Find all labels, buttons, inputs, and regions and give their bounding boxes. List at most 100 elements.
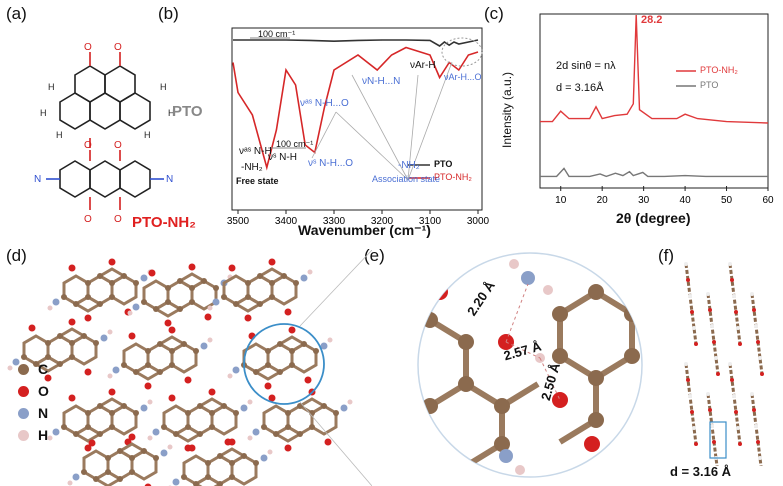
annot-v-nhn: νN-H...N (362, 76, 401, 87)
stack-atom (758, 356, 762, 360)
stack-3-1 (750, 393, 763, 466)
stack-0-1 (684, 363, 698, 445)
zoom-circle (243, 323, 325, 405)
ftir-series-0 (233, 39, 479, 47)
stack-1-0 (706, 293, 720, 375)
stack-atom (732, 394, 736, 398)
xrd-series-0 (540, 14, 769, 124)
stack-atom (694, 342, 698, 346)
annot-v-arho: νAr-H...O (444, 72, 482, 82)
stack-atom (736, 326, 740, 330)
atom-o-dot (18, 385, 29, 397)
panel-b-label: (b) (158, 4, 179, 23)
panel-a-label: (a) (6, 4, 27, 23)
stack-0-0 (684, 263, 698, 345)
atom-o-label: O (38, 383, 49, 399)
ftir-xtick-label-1: 3400 (275, 216, 298, 227)
stack-atom (756, 440, 760, 444)
stack-atom (734, 310, 738, 314)
stack-atom (754, 424, 758, 428)
ftir-xtick-label-5: 3000 (467, 216, 490, 227)
xrd-peak-label: 28.2 (641, 14, 663, 26)
stack-atom (752, 308, 756, 312)
pto-structure (59, 52, 151, 148)
stack-atom (692, 426, 696, 430)
xrd-xtick-label-4: 50 (721, 195, 733, 206)
svg-text:O: O (114, 140, 122, 151)
panel-f-label: (f) (658, 246, 675, 265)
stack-atom (732, 294, 736, 298)
svg-text:H: H (48, 82, 55, 92)
svg-text:H: H (160, 82, 167, 92)
annot-nh2-assoc: -NH₂ (398, 160, 420, 171)
svg-text:O: O (114, 214, 122, 225)
stack-atom (730, 378, 734, 382)
ftir-frame (231, 27, 483, 211)
stack-atom (690, 310, 694, 314)
stack-atom (686, 378, 690, 382)
atom-legend: C O N H (18, 358, 49, 446)
panel-e-zoom (417, 252, 643, 478)
stack-1-1 (706, 393, 719, 466)
stack-atom (736, 426, 740, 430)
annot-v-as-free: νᵃˢ N-H (239, 146, 272, 157)
stack-2-1 (728, 363, 742, 445)
svg-text:N: N (34, 174, 41, 185)
stack-atom (734, 410, 738, 414)
pto-nh2-structure (46, 150, 164, 210)
panel-d-label: (d) (6, 246, 27, 265)
scale-bar-bottom-label: 100 cm⁻¹ (276, 139, 314, 149)
annot-v-s-assoc: νˢ N-H...O (308, 158, 354, 169)
stack-atom (738, 342, 742, 346)
stacking-d-value: d = 3.16 Å (670, 464, 732, 479)
svg-text:O: O (84, 214, 92, 225)
stack-2-0 (728, 263, 742, 345)
stack-atom (684, 262, 688, 266)
pto-nh2-label: PTO-NH₂ (132, 214, 196, 231)
xrd-xtick-label-1: 20 (597, 195, 609, 206)
arh-circle (441, 37, 483, 67)
atom-n-dot (18, 407, 29, 419)
stack-atom (756, 340, 760, 344)
stack-atom (758, 456, 762, 460)
annot-v-s-free: νˢ N-H (268, 152, 297, 163)
stack-atom (728, 362, 732, 366)
atom-n-label: N (38, 405, 49, 421)
svg-text:H: H (56, 130, 63, 140)
xrd-ylabel: Intensity (a.u.) (500, 71, 514, 148)
stack-atom (712, 440, 716, 444)
ftir-series-1 (232, 46, 479, 171)
stack-3-0 (750, 293, 764, 375)
xrd-xlabel: 2θ (degree) (616, 210, 691, 226)
stack-atom (760, 372, 764, 376)
stack-atom (716, 372, 720, 376)
xrd-series-1 (540, 167, 768, 178)
svg-text:O: O (84, 140, 92, 151)
stack-atom (686, 278, 690, 282)
xrd-legend-pto-nh2: PTO-NH₂ (700, 65, 738, 75)
ftir-xtick-label-2: 3300 (323, 216, 346, 227)
atom-c-dot (18, 363, 29, 375)
xrd-xtick-label-2: 30 (638, 195, 650, 206)
ftir-xtick-label-3: 3200 (371, 216, 394, 227)
xrd-equation: 2d sinθ = nλ (556, 60, 616, 72)
panel-a-structures: O O H H H H H H O O O O N N (34, 42, 175, 225)
stack-atom (750, 292, 754, 296)
svg-text:H: H (144, 130, 151, 140)
scale-bar-top-label: 100 cm⁻¹ (258, 29, 296, 39)
ftir-xlabel: Wavenumber (cm⁻¹) (298, 222, 431, 238)
annot-v-as-assoc: νᵃˢ N-H...O (300, 98, 349, 109)
stack-atom (750, 392, 754, 396)
stack-atom (688, 294, 692, 298)
xrd-xtick-label-3: 40 (680, 195, 692, 206)
stack-atom (688, 394, 692, 398)
panel-e-label: (e) (364, 246, 385, 265)
svg-text:O: O (114, 42, 122, 53)
annot-nh2-free: -NH₂ (241, 162, 263, 173)
xrd-xtick-label-5: 60 (762, 195, 774, 206)
stack-atom (706, 292, 710, 296)
atom-h-dot (18, 429, 29, 441)
xrd-d-value: d = 3.16Å (556, 82, 604, 94)
stack-atom (712, 340, 716, 344)
